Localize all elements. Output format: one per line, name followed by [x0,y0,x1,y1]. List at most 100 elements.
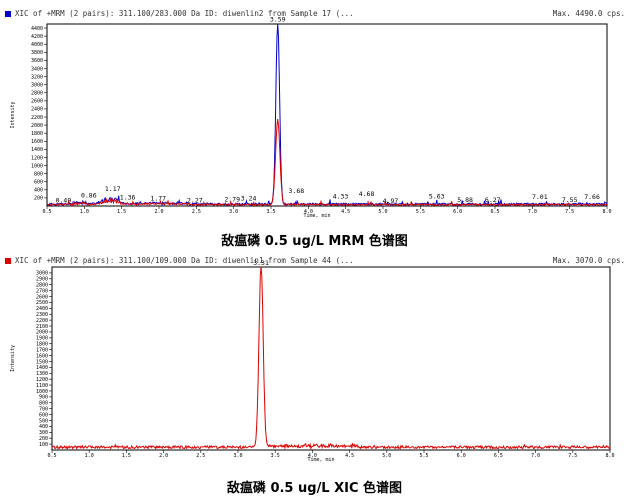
chart-header-text: XIC of +MRM (2 pairs): 311.100/109.000 D… [15,256,354,265]
y-tick-label: 3800 [31,50,43,56]
y-tick-label: 400 [34,188,43,194]
y-tick-label: 2000 [31,123,43,129]
peak-label: 1.77 [150,195,166,203]
y-tick-label: 4400 [31,26,43,32]
plot-frame [46,23,608,207]
y-tick-label: 2800 [31,91,43,97]
peak-label: 3.24 [241,195,257,203]
chart-header-text: XIC of +MRM (2 pairs): 311.100/283.000 D… [15,9,354,18]
x-tick-label: 7.5 [565,209,574,215]
y-tick-label: 3200 [31,74,43,80]
series-line [46,119,608,207]
y-tick-label: 2300 [36,312,48,318]
y-tick-label: 1200 [31,155,43,161]
x-tick-label: 6.5 [490,209,499,215]
chart-svg-xic: 1002003004005006007008009001000110012001… [10,259,615,463]
y-tick-label: 900 [39,395,48,401]
x-tick-label: 2.5 [192,209,201,215]
peak-label: 2.27 [187,197,203,205]
peak-label: 7.66 [584,193,600,201]
y-tick-label: 1400 [36,365,48,371]
peak-label: 0.86 [81,192,97,200]
y-tick-label: 1800 [36,342,48,348]
y-tick-label: 4200 [31,34,43,40]
y-tick-label: 3000 [36,271,48,277]
y-tick-label: 2200 [31,115,43,121]
peak-label: 4.68 [359,190,375,198]
chart-svg-mrm: 200 400 600 800 1000 1200 1400 1600 1800 2000 2200… [10,15,612,219]
y-tick-label: 2400 [31,107,43,113]
y-tick-label: 1500 [36,359,48,365]
x-tick-label: 0.5 [47,453,56,459]
y-tick-label: 600 [34,180,43,186]
peak-label: 6.27 [485,196,501,204]
x-tick-label: 7.0 [531,453,540,459]
y-axis-label: Intensity [10,345,16,372]
chart-panel-mrm: XIC of +MRM (2 pairs): 311.100/283.000 D… [4,9,625,249]
x-tick-label: 3.5 [271,453,280,459]
chart-panel-xic: XIC of +MRM (2 pairs): 311.100/109.000 D… [0,250,629,496]
y-tick-label: 300 [39,430,48,436]
x-tick-label: 4.0 [304,209,313,215]
chart-caption-mrm: 敌瘟磷 0.5 ug/L MRM 色谱图 [221,234,408,249]
x-tick-label: 7.5 [568,453,577,459]
x-tick-label: 6.0 [453,209,462,215]
y-axis-label: Intensity [10,101,16,128]
y-tick-label: 4000 [31,42,43,48]
x-tick-label: 2.5 [196,453,205,459]
peak-label: 7.01 [532,193,548,201]
y-tick-label: 500 [39,418,48,424]
y-tick-label: 100 [39,442,48,448]
chart-max-label: Max. 3070.0 cps. [552,256,625,265]
y-tick-label: 3000 [31,82,43,88]
series-line [46,23,608,207]
peak-label: 3.68 [289,187,305,195]
peak-label: 3.59 [270,15,286,23]
series-swatch [5,258,11,264]
y-tick-label: 1200 [36,377,48,383]
x-tick-label: 6.5 [494,453,503,459]
x-tick-label: 3.0 [229,209,238,215]
x-tick-label: 1.5 [122,453,131,459]
y-tick-label: 200 [34,196,43,202]
peak-label: 1.17 [105,185,121,193]
y-tick-label: 700 [39,406,48,412]
y-tick-label: 1100 [36,383,48,389]
x-tick-label: 1.5 [117,209,126,215]
y-tick-label: 1900 [36,336,48,342]
x-tick-label: 3.0 [233,453,242,459]
y-tick-label: 2000 [36,330,48,336]
y-tick-label: 2600 [31,99,43,105]
y-tick-label: 2700 [36,288,48,294]
peak-label: 4.97 [383,197,399,205]
x-axis-label: Time, min [307,457,334,463]
x-tick-label: 0.5 [42,209,51,215]
y-tick-label: 1600 [36,353,48,359]
y-tick-label: 3600 [31,58,43,64]
peak-label: 5.63 [429,193,445,201]
chart-caption-xic: 敌瘟磷 0.5 ug/L XIC 色谱图 [226,481,403,496]
x-tick-label: 8.0 [602,209,611,215]
y-tick-label: 2600 [36,294,48,300]
peak-label: 3.31 [253,259,269,267]
x-tick-label: 5.5 [419,453,428,459]
y-tick-label: 400 [39,424,48,430]
x-tick-label: 2.0 [159,453,168,459]
chart-header: XIC of +MRM (2 pairs): 311.100/109.000 D… [4,256,625,268]
y-tick-label: 1300 [36,371,48,377]
plot-frame [51,266,611,451]
peak-label: 7.55 [562,196,578,204]
y-tick-label: 800 [39,401,48,407]
y-tick-label: 2500 [36,300,48,306]
y-tick-label: 2100 [36,324,48,330]
x-tick-label: 5.0 [378,209,387,215]
x-tick-label: 3.5 [266,209,275,215]
peak-label: 5.88 [457,196,473,204]
chart-header: XIC of +MRM (2 pairs): 311.100/283.000 D… [4,9,625,21]
y-tick-label: 1400 [31,147,43,153]
y-tick-label: 1700 [36,347,48,353]
series-line [51,266,611,451]
x-tick-label: 4.0 [308,453,317,459]
x-tick-label: 1.0 [80,209,89,215]
y-tick-label: 1000 [36,389,48,395]
